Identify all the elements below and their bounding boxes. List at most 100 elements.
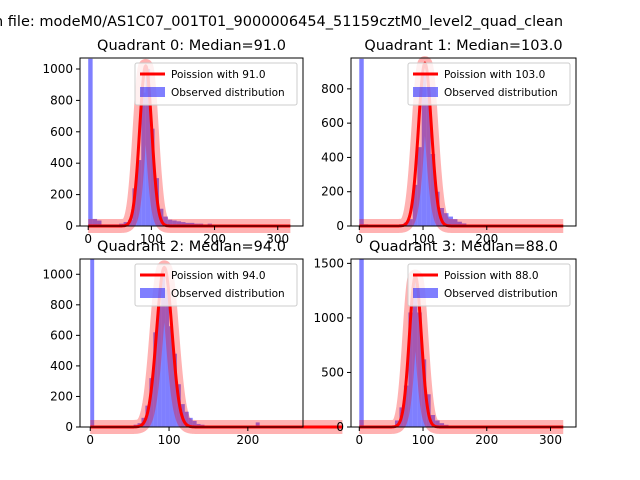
x-tick-label: 100 bbox=[158, 433, 181, 447]
histogram-bar bbox=[172, 220, 177, 226]
y-tick-label: 800 bbox=[50, 298, 73, 312]
y-tick-label: 800 bbox=[50, 93, 73, 107]
histogram-bar bbox=[435, 420, 440, 427]
histogram-bar bbox=[408, 312, 413, 427]
histogram-bar bbox=[97, 220, 102, 226]
histogram-bar bbox=[444, 213, 449, 226]
y-tick-label: 1500 bbox=[313, 256, 344, 270]
histogram-bar bbox=[412, 279, 418, 427]
y-tick-label: 1000 bbox=[313, 311, 344, 325]
histogram-bar bbox=[88, 58, 93, 226]
histogram-bar bbox=[196, 423, 201, 427]
legend-label-poisson: Poission with 103.0 bbox=[444, 69, 545, 81]
x-tick-label: 0 bbox=[355, 232, 363, 246]
histogram-bar bbox=[452, 219, 458, 226]
histogram-bar bbox=[426, 97, 431, 226]
legend-label-poisson: Poission with 91.0 bbox=[171, 69, 266, 81]
y-tick-label: 500 bbox=[321, 365, 344, 379]
histogram-bar bbox=[430, 415, 436, 427]
y-tick-label: 1000 bbox=[42, 62, 73, 76]
x-tick-label: 0 bbox=[355, 433, 363, 447]
subplot-1: Quadrant 1: Median=103.0 0 100 200 0 200 400 60… bbox=[321, 38, 577, 246]
legend-box bbox=[407, 263, 571, 307]
legend-patch-swatch bbox=[140, 288, 165, 298]
axes-frame bbox=[79, 258, 304, 428]
legend-label-poisson: Poission with 94.0 bbox=[171, 270, 266, 282]
legend-label-observed: Observed distribution bbox=[444, 288, 558, 300]
legend-patch-swatch bbox=[140, 87, 165, 97]
x-tick-label: 0 bbox=[86, 433, 94, 447]
histogram-bar bbox=[457, 221, 462, 226]
y-tick-label: 0 bbox=[65, 420, 73, 434]
legend-patch-swatch bbox=[413, 288, 438, 298]
y-tick-label: 200 bbox=[50, 389, 73, 403]
y-tick-label: 400 bbox=[50, 156, 73, 170]
y-tick-label: 0 bbox=[336, 219, 344, 233]
axes-frame bbox=[350, 57, 577, 227]
x-tick-label: 0 bbox=[84, 232, 92, 246]
histogram-bar bbox=[92, 218, 98, 226]
y-tick-label: 400 bbox=[321, 150, 344, 164]
figure-suptitle: n file: modeM0/AS1C07_001T01_9000006454_… bbox=[0, 14, 563, 30]
subplot-3: Quadrant 3: Median=88.0 0 100 200 300 0 500 100… bbox=[313, 239, 577, 447]
histogram-bar bbox=[189, 222, 195, 226]
legend: Poission with 91.0 Observed distribution bbox=[134, 62, 298, 106]
y-tick-label: 600 bbox=[50, 328, 73, 342]
y-tick-label: 0 bbox=[65, 219, 73, 233]
axes-frame bbox=[350, 258, 577, 428]
legend-box bbox=[134, 62, 298, 106]
histogram-bar bbox=[184, 411, 189, 427]
histogram-bar bbox=[359, 58, 364, 226]
legend: Poission with 94.0 Observed distribution bbox=[134, 263, 298, 307]
histogram-bar bbox=[169, 326, 173, 427]
histogram-bar bbox=[145, 68, 151, 226]
x-tick-label: 300 bbox=[266, 232, 289, 246]
y-tick-label: 600 bbox=[321, 116, 344, 130]
histogram-bar bbox=[165, 289, 170, 427]
histogram-bar bbox=[412, 184, 418, 226]
x-tick-label: 200 bbox=[203, 232, 226, 246]
x-tick-label: 100 bbox=[140, 232, 163, 246]
y-tick-label: 400 bbox=[50, 359, 73, 373]
histogram-bar bbox=[430, 154, 436, 226]
subplot-title: Quadrant 1: Median=103.0 bbox=[364, 38, 562, 54]
histogram-bar bbox=[141, 92, 146, 226]
subplot-title: Quadrant 0: Median=91.0 bbox=[97, 38, 286, 54]
histogram-bar bbox=[153, 332, 158, 427]
legend: Poission with 103.0 Observed distribution bbox=[407, 62, 571, 106]
histogram-bar bbox=[359, 259, 364, 427]
histogram-bar bbox=[150, 128, 155, 226]
y-tick-label: 800 bbox=[321, 82, 344, 96]
histogram-bar bbox=[192, 420, 197, 427]
histogram-bar bbox=[408, 219, 413, 226]
x-tick-label: 200 bbox=[475, 232, 498, 246]
subplot-2: Quadrant 2: Median=94.0 0 100 200 0 200 400 600… bbox=[42, 239, 349, 447]
histogram-bar bbox=[167, 219, 173, 226]
x-tick-label: 200 bbox=[236, 433, 259, 447]
legend-label-observed: Observed distribution bbox=[171, 87, 285, 99]
histogram-bar bbox=[181, 222, 186, 226]
legend-label-poisson: Poission with 88.0 bbox=[444, 270, 539, 282]
axes-frame bbox=[79, 57, 304, 227]
subplot-0: Quadrant 0: Median=91.0 0 100 200 300 0 200 400… bbox=[42, 38, 304, 246]
histogram-bar bbox=[176, 221, 182, 226]
histogram-bar bbox=[149, 378, 154, 427]
y-tick-label: 200 bbox=[50, 188, 73, 202]
subplot-title: Quadrant 3: Median=88.0 bbox=[369, 239, 558, 255]
legend-label-observed: Observed distribution bbox=[444, 87, 558, 99]
histogram-bar bbox=[163, 216, 168, 226]
histogram-bar bbox=[421, 73, 427, 226]
histogram-bar bbox=[157, 306, 162, 427]
y-tick-label: 0 bbox=[336, 420, 344, 434]
histogram-bar bbox=[161, 274, 166, 427]
legend: Poission with 88.0 Observed distribution bbox=[407, 263, 571, 307]
legend-patch-swatch bbox=[413, 87, 438, 97]
legend-label-observed: Observed distribution bbox=[171, 288, 285, 300]
histogram-bar bbox=[403, 385, 409, 427]
x-tick-label: 100 bbox=[412, 433, 435, 447]
histogram-bar bbox=[255, 422, 260, 427]
histogram-bar bbox=[448, 216, 453, 226]
x-tick-label: 300 bbox=[539, 433, 562, 447]
x-tick-label: 200 bbox=[475, 433, 498, 447]
